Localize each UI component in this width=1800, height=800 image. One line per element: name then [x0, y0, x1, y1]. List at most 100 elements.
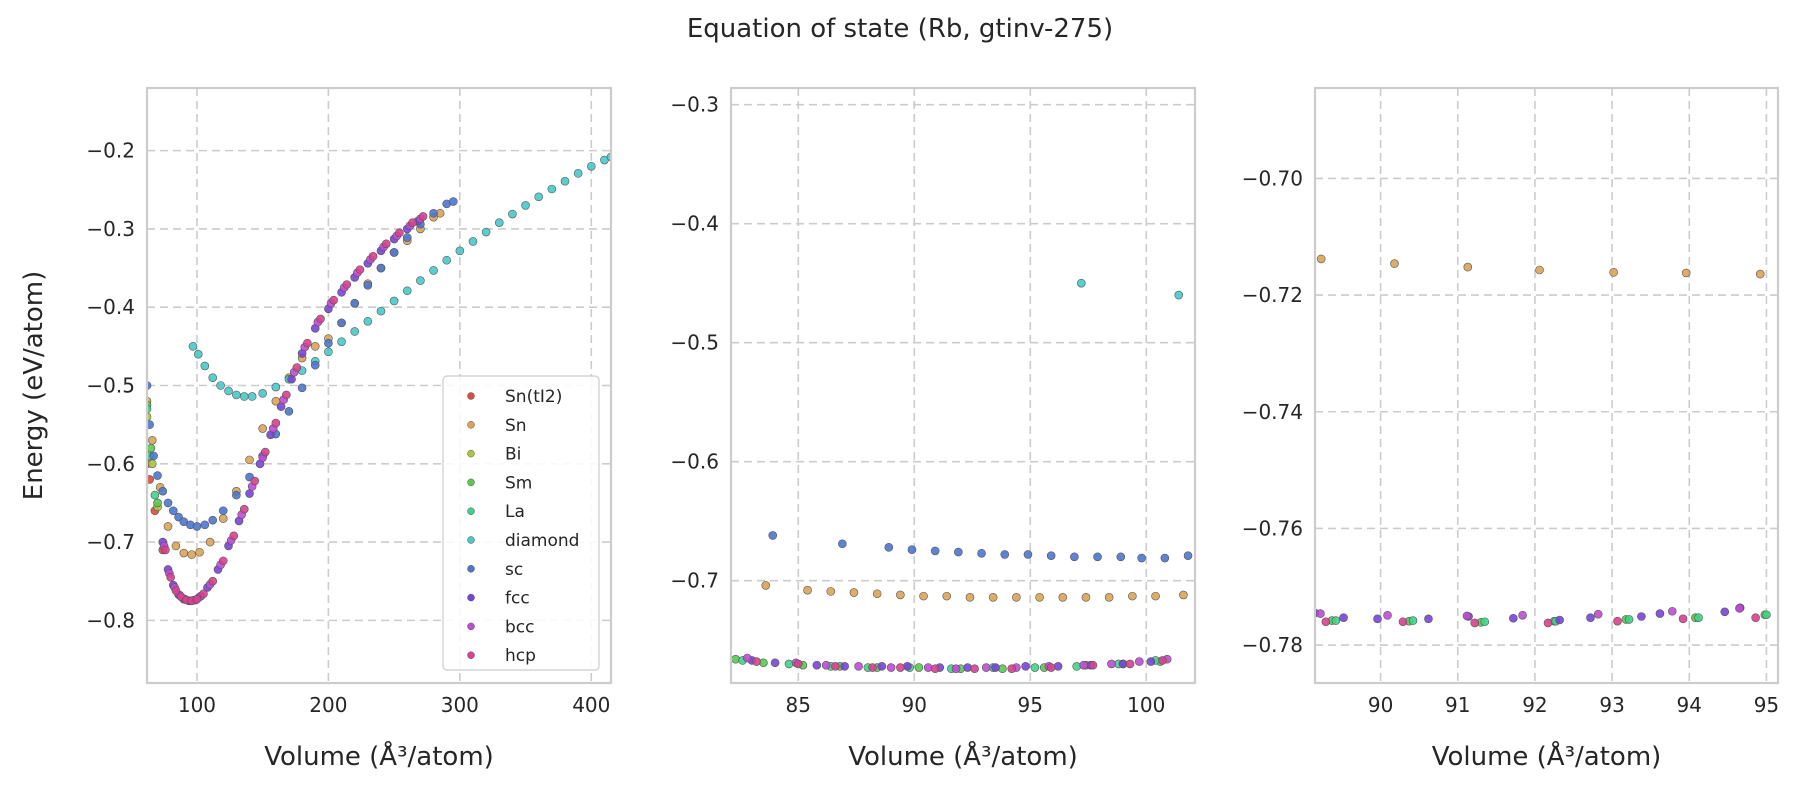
data-point	[793, 659, 803, 669]
data-point	[508, 209, 517, 219]
data-point	[1408, 616, 1418, 625]
legend-marker	[467, 536, 475, 544]
y-axis-label: Energy (eV/atom)	[19, 271, 49, 500]
data-point	[229, 531, 239, 541]
data-point	[1762, 610, 1771, 620]
y-tick-label: −0.6	[86, 452, 135, 476]
series-bcc	[1316, 604, 1744, 621]
data-point	[1321, 617, 1331, 627]
series-diamond	[1077, 278, 1184, 300]
x-tick-label: 91	[1445, 693, 1470, 717]
points-layer	[731, 278, 1193, 674]
data-point	[376, 263, 386, 273]
data-point	[442, 255, 451, 265]
data-point	[573, 169, 583, 178]
data-point	[1463, 262, 1473, 272]
data-point	[1609, 268, 1618, 277]
data-point	[886, 663, 896, 672]
figure-title: Equation of state (Rb, gtinv-275)	[687, 14, 1113, 44]
y-tick-label: −0.4	[670, 212, 719, 236]
data-point	[232, 490, 241, 500]
data-point	[521, 201, 530, 210]
legend-marker	[467, 392, 475, 400]
data-point	[195, 547, 204, 557]
y-tick-label: −0.76	[1242, 516, 1303, 540]
y-tick-label: −0.8	[86, 608, 135, 632]
data-point	[337, 337, 346, 346]
legend-marker	[467, 622, 475, 631]
series-sn	[1316, 254, 1765, 279]
data-point	[877, 662, 887, 671]
data-point	[1613, 616, 1622, 626]
data-point	[199, 589, 208, 599]
y-tick-label: −0.7	[670, 569, 719, 593]
data-point	[1543, 618, 1553, 628]
data-point	[297, 383, 307, 393]
legend-marker	[467, 593, 475, 602]
data-point	[208, 515, 218, 525]
legend-label: Bi	[505, 445, 521, 465]
data-point	[1398, 617, 1408, 627]
data-point	[187, 550, 196, 559]
data-point	[158, 486, 168, 496]
data-point	[840, 662, 849, 671]
legend-label: Sn	[505, 416, 527, 436]
data-point	[261, 447, 270, 457]
data-point	[402, 233, 412, 242]
data-point	[350, 298, 359, 308]
data-point	[1125, 659, 1135, 669]
data-point	[1035, 593, 1044, 602]
series-sc	[768, 531, 1193, 563]
data-point	[1555, 615, 1564, 625]
data-point	[752, 657, 761, 666]
data-point	[1655, 609, 1665, 618]
data-point	[534, 192, 544, 202]
data-point	[200, 361, 210, 371]
data-point	[389, 248, 399, 257]
data-point	[981, 663, 991, 672]
data-point	[350, 327, 359, 336]
x-tick-label: 400	[572, 693, 610, 717]
data-point	[363, 317, 373, 326]
data-point	[232, 390, 241, 400]
data-point	[271, 418, 281, 428]
data-point	[1751, 613, 1760, 622]
data-point	[147, 420, 154, 429]
data-point	[258, 389, 267, 398]
subplot-1: 100 200 300 400 −0.8 −0.7 −0.6 −0.5 −0.4 −0.3 −0.2…	[19, 86, 613, 772]
data-point	[1116, 552, 1126, 562]
data-point	[363, 280, 373, 290]
legend-marker	[467, 478, 475, 487]
series-la	[1331, 610, 1771, 627]
data-point	[303, 338, 312, 348]
data-point	[963, 663, 972, 672]
data-point	[1023, 550, 1033, 559]
data-point	[1146, 657, 1156, 666]
data-point	[547, 184, 557, 194]
data-point	[742, 653, 752, 663]
x-tick-label: 95	[1754, 693, 1779, 717]
legend-label: Sn(tI2)	[505, 387, 562, 407]
y-tick-label: −0.5	[86, 374, 135, 398]
data-point	[838, 539, 847, 549]
data-point	[310, 360, 320, 370]
data-point	[1000, 550, 1010, 559]
series-diamond	[188, 152, 611, 401]
data-point	[965, 593, 975, 602]
data-point	[821, 660, 831, 670]
x-axis-label: Volume (Å³/atom)	[1432, 740, 1662, 772]
data-point	[153, 471, 162, 480]
data-point	[147, 443, 156, 453]
points-layer	[1315, 254, 1771, 628]
x-tick-label: 92	[1522, 693, 1547, 717]
data-point	[1462, 611, 1472, 621]
data-point	[218, 556, 228, 566]
data-point	[1667, 606, 1677, 616]
data-point	[455, 246, 465, 256]
data-point	[761, 581, 771, 590]
data-point	[1424, 614, 1433, 624]
data-point	[759, 658, 768, 668]
data-point	[316, 314, 325, 324]
data-point	[849, 588, 859, 597]
